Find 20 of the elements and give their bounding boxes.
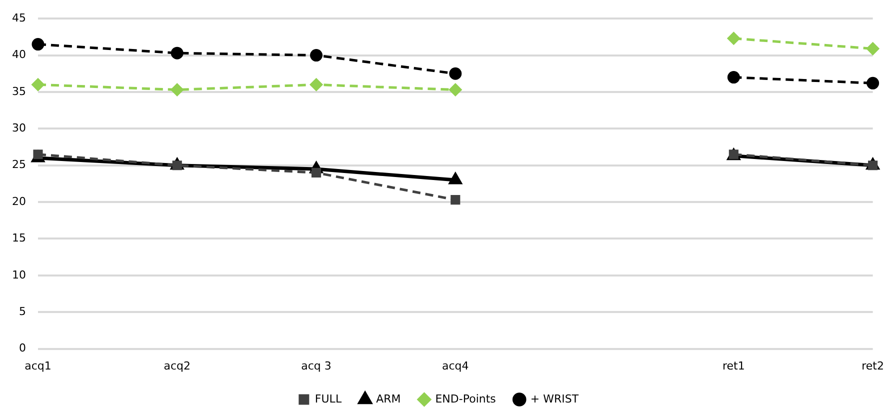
- y-tick-label: 0: [18, 342, 26, 355]
- legend-label: ARM: [376, 392, 401, 406]
- legend-label: END-Points: [435, 392, 496, 406]
- y-tick-label: 25: [12, 158, 26, 172]
- y-tick-label: 20: [12, 194, 26, 208]
- x-tick-label: acq2: [164, 359, 191, 372]
- y-tick-label: 30: [12, 122, 26, 135]
- x-tick-label: acq4: [442, 359, 469, 372]
- y-tick-label: 35: [12, 84, 26, 98]
- x-tick-label: acq1: [24, 359, 52, 372]
- legend-label: FULL: [314, 392, 342, 406]
- x-tick-label: ret2: [862, 359, 884, 372]
- y-tick-label: 40: [12, 48, 26, 62]
- y-tick-label: 45: [12, 11, 26, 24]
- y-tick-label: 10: [12, 268, 26, 282]
- x-tick-label: ret1: [722, 359, 745, 372]
- legend-label: + WRIST: [530, 392, 579, 406]
- x-tick-label: acq 3: [301, 359, 332, 372]
- y-tick-label: 5: [18, 304, 26, 318]
- y-tick-label: 15: [12, 232, 26, 245]
